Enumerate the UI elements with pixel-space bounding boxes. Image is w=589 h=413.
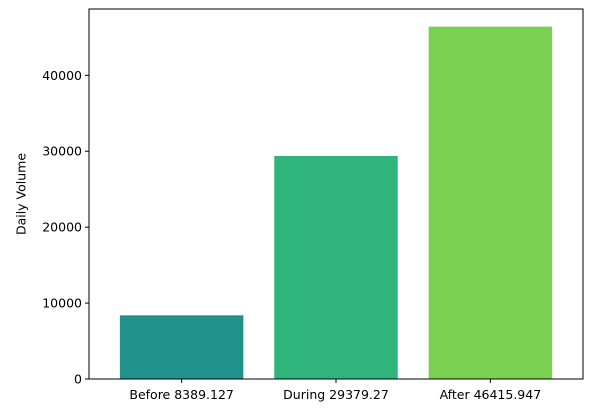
bar-2 xyxy=(274,155,398,379)
x-axis: Before 8389.127 During 29379.27 After 4641… xyxy=(129,379,541,402)
y-tick-label: 10000 xyxy=(42,296,82,311)
x-tick-label: After 46415.947 xyxy=(440,387,542,402)
y-axis-label: Daily Volume xyxy=(14,153,29,235)
bar-3 xyxy=(428,26,553,379)
x-tick-label: Before 8389.127 xyxy=(129,387,234,402)
y-tick-label: 20000 xyxy=(42,220,82,235)
y-axis: 0 10000 20000 30000 40000 xyxy=(42,68,89,387)
y-tick-label: 0 xyxy=(74,372,82,387)
bars-layer xyxy=(119,26,553,379)
y-tick-label: 30000 xyxy=(42,144,82,159)
bar-1 xyxy=(119,315,244,379)
x-tick-label: During 29379.27 xyxy=(283,387,389,402)
y-tick-label: 40000 xyxy=(42,68,82,83)
